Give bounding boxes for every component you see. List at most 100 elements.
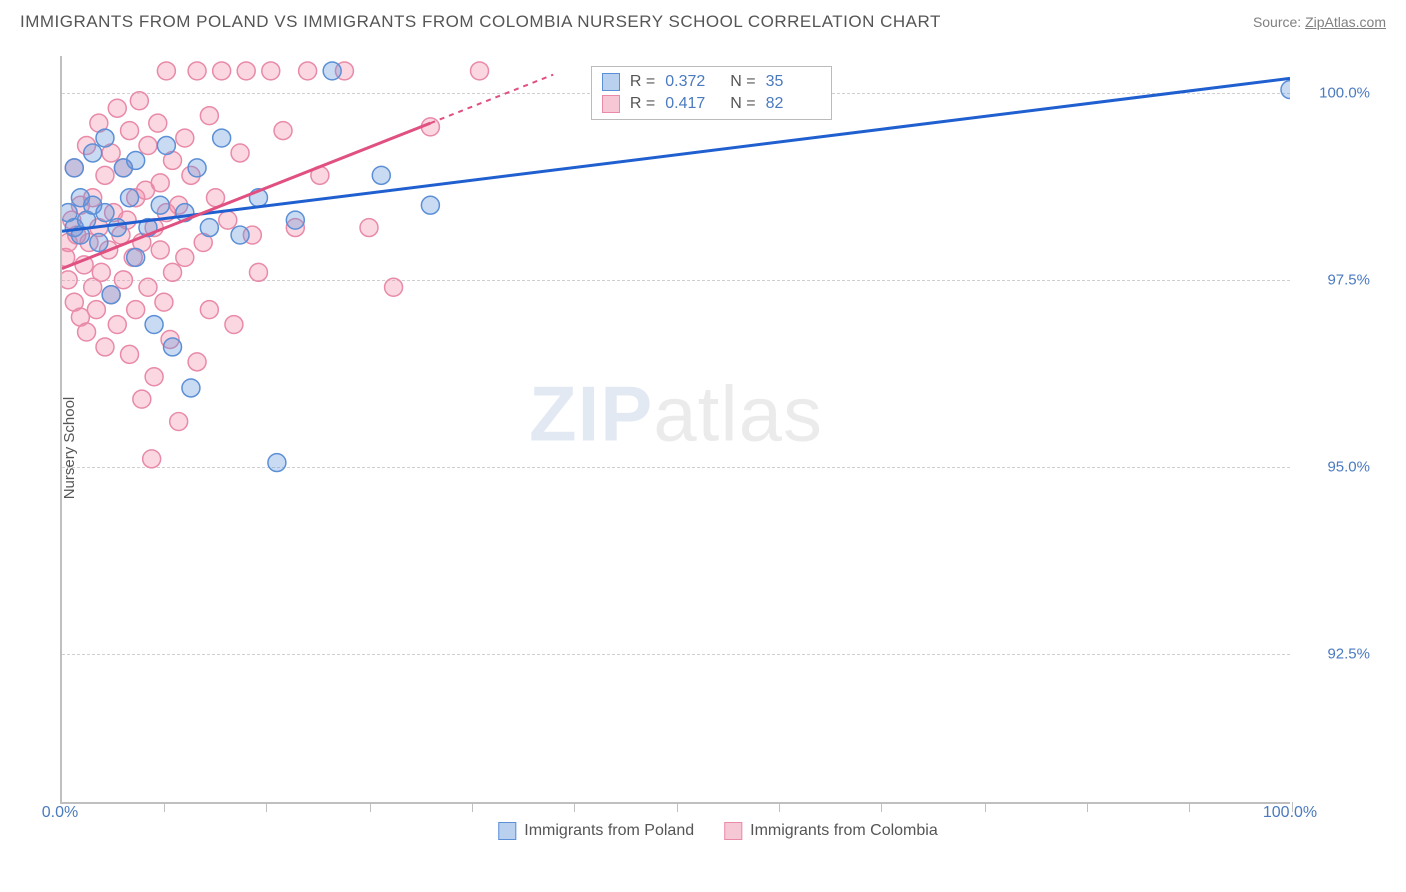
- legend-swatch: [602, 95, 620, 113]
- data-point: [231, 144, 249, 162]
- data-point: [121, 189, 139, 207]
- data-point: [151, 174, 169, 192]
- data-point: [274, 122, 292, 140]
- data-point: [164, 338, 182, 356]
- series-legend: Immigrants from Poland Immigrants from Co…: [498, 822, 937, 840]
- stat-n-value: 35: [766, 73, 821, 91]
- data-point: [130, 92, 148, 110]
- legend-swatch: [498, 822, 516, 840]
- data-point: [176, 129, 194, 147]
- plot-area: ZIPatlas R = 0.372 N = 35 R = 0.417 N = …: [60, 56, 1290, 804]
- data-point: [96, 166, 114, 184]
- data-point: [268, 454, 286, 472]
- data-point: [149, 114, 167, 132]
- data-point: [114, 271, 132, 289]
- data-point: [145, 316, 163, 334]
- data-point: [164, 263, 182, 281]
- data-point: [231, 226, 249, 244]
- data-point: [127, 248, 145, 266]
- legend-item: Immigrants from Poland: [498, 822, 694, 840]
- data-point: [182, 379, 200, 397]
- data-point: [157, 62, 175, 80]
- stat-n-label: N =: [730, 95, 755, 113]
- data-point: [108, 219, 126, 237]
- legend-stat-row: R = 0.372 N = 35: [602, 71, 821, 93]
- stat-r-value: 0.417: [665, 95, 720, 113]
- data-point: [65, 159, 83, 177]
- data-point: [421, 196, 439, 214]
- stat-r-label: R =: [630, 73, 655, 91]
- trend-line: [62, 123, 430, 268]
- x-tick-label: 0.0%: [42, 804, 78, 822]
- data-point: [155, 293, 173, 311]
- data-point: [213, 62, 231, 80]
- source-link[interactable]: ZipAtlas.com: [1305, 14, 1386, 30]
- data-point: [360, 219, 378, 237]
- legend-swatch: [602, 73, 620, 91]
- data-point: [108, 316, 126, 334]
- data-point: [188, 353, 206, 371]
- y-tick-label: 95.0%: [1300, 459, 1370, 476]
- data-point: [299, 62, 317, 80]
- data-point: [151, 241, 169, 259]
- data-point: [84, 144, 102, 162]
- y-tick-label: 92.5%: [1300, 646, 1370, 663]
- data-point: [323, 62, 341, 80]
- data-point: [121, 122, 139, 140]
- stat-r-value: 0.372: [665, 73, 720, 91]
- stat-r-label: R =: [630, 95, 655, 113]
- data-point: [127, 151, 145, 169]
- data-point: [188, 62, 206, 80]
- data-point: [213, 129, 231, 147]
- data-point: [262, 62, 280, 80]
- data-point: [249, 263, 267, 281]
- legend-stat-row: R = 0.417 N = 82: [602, 93, 821, 115]
- correlation-legend: R = 0.372 N = 35 R = 0.417 N = 82: [591, 66, 832, 120]
- data-point: [151, 196, 169, 214]
- data-point: [188, 159, 206, 177]
- data-point: [372, 166, 390, 184]
- plot-svg: [62, 56, 1290, 802]
- data-point: [127, 301, 145, 319]
- legend-item: Immigrants from Colombia: [724, 822, 938, 840]
- x-tick-label: 100.0%: [1263, 804, 1317, 822]
- legend-label: Immigrants from Colombia: [750, 822, 938, 840]
- data-point: [200, 219, 218, 237]
- data-point: [108, 99, 126, 117]
- data-point: [157, 137, 175, 155]
- y-tick-label: 97.5%: [1300, 272, 1370, 289]
- data-point: [200, 107, 218, 125]
- data-point: [90, 234, 108, 252]
- data-point: [143, 450, 161, 468]
- data-point: [121, 345, 139, 363]
- trend-line-ext: [430, 75, 553, 123]
- source-prefix: Source:: [1253, 14, 1305, 30]
- data-point: [471, 62, 489, 80]
- y-tick-label: 100.0%: [1300, 85, 1370, 102]
- legend-swatch: [724, 822, 742, 840]
- data-point: [170, 413, 188, 431]
- data-point: [87, 301, 105, 319]
- data-point: [145, 368, 163, 386]
- data-point: [219, 211, 237, 229]
- data-point: [102, 286, 120, 304]
- data-point: [385, 278, 403, 296]
- data-point: [78, 323, 96, 341]
- data-point: [1281, 81, 1290, 99]
- data-point: [96, 204, 114, 222]
- chart-header: IMMIGRANTS FROM POLAND VS IMMIGRANTS FRO…: [0, 0, 1406, 36]
- data-point: [96, 338, 114, 356]
- chart-title: IMMIGRANTS FROM POLAND VS IMMIGRANTS FRO…: [20, 12, 941, 32]
- data-point: [139, 278, 157, 296]
- data-point: [92, 263, 110, 281]
- data-point: [176, 248, 194, 266]
- data-point: [133, 390, 151, 408]
- data-point: [286, 211, 304, 229]
- stat-n-label: N =: [730, 73, 755, 91]
- stat-n-value: 82: [766, 95, 821, 113]
- source-attribution: Source: ZipAtlas.com: [1253, 14, 1386, 30]
- data-point: [96, 129, 114, 147]
- data-point: [237, 62, 255, 80]
- data-point: [62, 271, 77, 289]
- chart-container: Nursery School ZIPatlas R = 0.372 N = 35…: [48, 48, 1388, 848]
